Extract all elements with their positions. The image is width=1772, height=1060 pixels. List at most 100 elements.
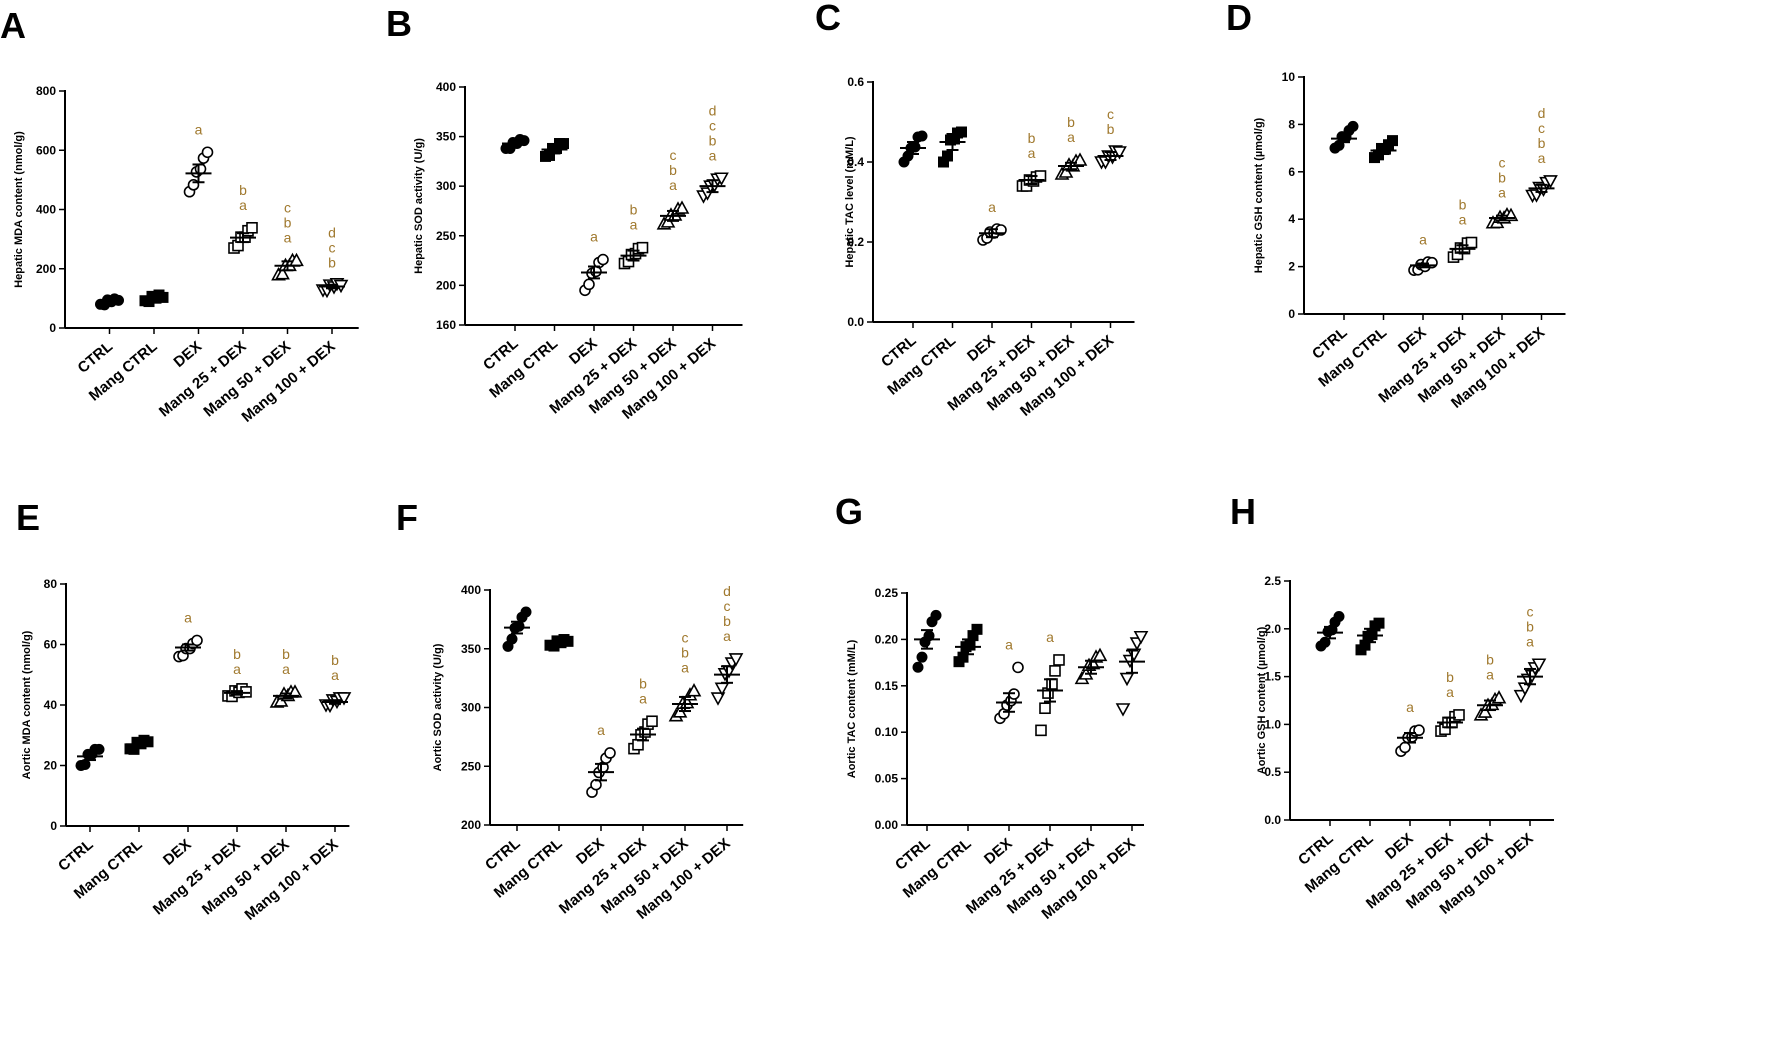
significance-letter: a: [1446, 684, 1454, 700]
data-point: [1465, 236, 1478, 249]
y-tick-label: 0.05: [875, 772, 899, 786]
significance-letter: a: [1046, 629, 1054, 645]
data-point: [1092, 647, 1108, 662]
data-point: [1531, 658, 1547, 672]
panel-letter: D: [1226, 0, 1252, 38]
data-point: [583, 278, 595, 291]
data-point: [942, 150, 953, 162]
y-axis-title: Aortic TAC content (mM/L): [846, 639, 858, 778]
panel-b: B 160 200 250 300 350 400 Hepatic SOD activity …: [386, 3, 743, 423]
significance-letter: b: [1498, 169, 1506, 185]
data-point: [912, 661, 924, 673]
significance-letter: a: [1486, 667, 1494, 683]
significance-letter: a: [1538, 150, 1546, 166]
panel-letter: F: [396, 497, 418, 538]
y-tick-label: 400: [36, 203, 56, 217]
significance-letter: b: [1067, 114, 1075, 130]
y-tick-label: 2: [1288, 260, 1295, 274]
data-point: [1053, 654, 1065, 666]
significance-letter: c: [670, 147, 677, 163]
y-tick-label: 10: [1282, 70, 1296, 84]
y-tick-label: 160: [436, 318, 456, 332]
y-tick-label: 0.6: [847, 75, 864, 89]
data-point: [710, 692, 726, 706]
significance-letter: a: [597, 722, 605, 738]
data-point: [1387, 135, 1398, 147]
significance-letter: c: [1538, 120, 1545, 136]
data-point: [191, 634, 203, 647]
y-tick-label: 6: [1288, 165, 1295, 179]
y-axis-title: Aortic GSH content (µmol/g): [1256, 626, 1268, 774]
significance-letter: a: [284, 229, 292, 245]
panel-letter: E: [16, 497, 40, 538]
data-point: [714, 172, 729, 186]
significance-letter: a: [1406, 699, 1414, 715]
significance-letter: a: [1419, 232, 1427, 248]
significance-letter: a: [709, 147, 717, 163]
significance-letter: a: [1005, 636, 1013, 652]
significance-letter: a: [723, 628, 731, 644]
significance-letter: d: [709, 102, 717, 118]
significance-letter: a: [988, 199, 996, 215]
panel-letter: B: [386, 3, 412, 44]
y-tick-label: 1.5: [1264, 670, 1281, 684]
significance-letter: b: [1486, 652, 1494, 668]
y-tick-label: 300: [461, 701, 481, 715]
y-tick-label: 0.15: [875, 679, 899, 693]
data-point: [604, 747, 616, 759]
y-tick-label: 300: [436, 179, 456, 193]
significance-letter: b: [630, 202, 638, 218]
panel-e: E 0 20 40 60 80 Aortic MDA content (nmol/g) CTR…: [16, 497, 352, 924]
y-tick-label: 400: [461, 583, 481, 597]
data-point: [93, 743, 105, 755]
panel-letter: G: [835, 491, 863, 532]
y-tick-label: 200: [461, 818, 481, 832]
significance-letter: b: [1459, 197, 1467, 213]
significance-letter: a: [282, 661, 290, 677]
panel-f: F 200 250 300 350 400 Aortic SOD activity (U/g…: [396, 497, 744, 923]
y-tick-label: 0.10: [875, 725, 899, 739]
y-tick-label: 350: [436, 130, 456, 144]
significance-letter: c: [329, 240, 336, 256]
x-tick-label: DEX: [573, 835, 608, 868]
data-point: [1453, 709, 1465, 721]
y-tick-label: 250: [436, 229, 456, 243]
y-axis-title: Hepatic TAC level (mM/L): [844, 136, 856, 268]
data-point: [1046, 678, 1058, 690]
x-tick-label: DEX: [160, 836, 195, 869]
significance-letter: a: [1459, 212, 1467, 228]
significance-letter: d: [723, 583, 731, 599]
y-tick-label: 20: [44, 759, 58, 773]
significance-letter: b: [239, 182, 247, 198]
data-point: [506, 633, 518, 645]
y-tick-label: 8: [1288, 117, 1295, 131]
data-point: [275, 266, 290, 280]
significance-letter: c: [1499, 154, 1506, 170]
y-tick-label: 0.5: [1264, 765, 1281, 779]
data-point: [1133, 630, 1149, 645]
significance-letter: a: [184, 609, 192, 625]
significance-letter: b: [331, 652, 339, 668]
y-tick-label: 350: [461, 642, 481, 656]
data-point: [686, 683, 702, 697]
panel-letter: C: [815, 0, 841, 38]
data-point: [1333, 610, 1345, 622]
data-point: [1543, 175, 1558, 189]
significance-letter: a: [630, 217, 638, 233]
data-point: [336, 692, 352, 706]
data-point: [1399, 741, 1411, 754]
data-point: [1119, 672, 1135, 687]
panel-a: A 0 200 400 600 800 Hepatic MDA content (nmol/…: [0, 5, 359, 426]
panel-letter: H: [1230, 491, 1256, 532]
y-tick-label: 600: [36, 143, 56, 157]
y-tick-label: 2.0: [1264, 622, 1281, 636]
y-tick-label: 250: [461, 759, 481, 773]
significance-letter: b: [1526, 618, 1534, 634]
significance-letter: c: [1527, 603, 1534, 619]
data-point: [513, 620, 525, 632]
y-axis-title: Hepatic GSH content (µmol/g): [1253, 117, 1265, 273]
significance-letter: d: [328, 225, 336, 241]
significance-letter: b: [328, 255, 336, 271]
